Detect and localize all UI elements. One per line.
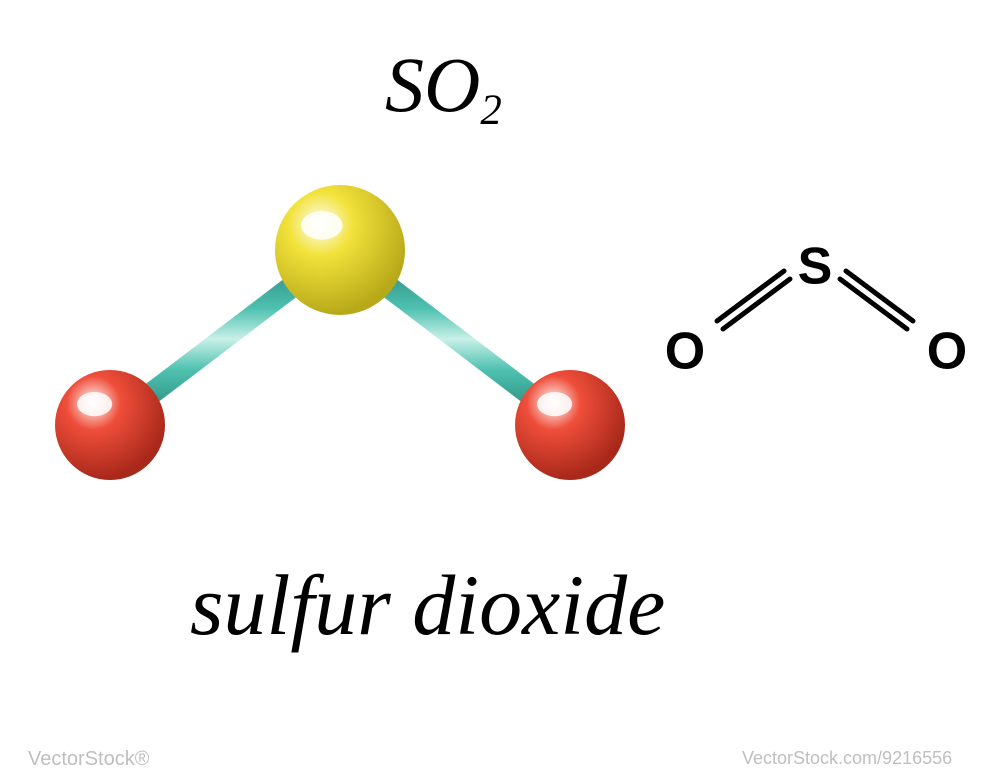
double-bond <box>846 271 913 321</box>
formula-subscript: 2 <box>480 87 501 134</box>
double-bond <box>840 279 907 329</box>
atom-label: O <box>927 323 965 381</box>
atom-o1 <box>55 370 165 480</box>
atom-o2 <box>515 370 625 480</box>
structural-formula: S O O <box>665 235 965 395</box>
atom-label: S <box>798 238 833 296</box>
formula-main: SO <box>385 41 480 128</box>
molecule-name: sulfur dioxide <box>190 555 665 655</box>
double-bond <box>723 279 790 329</box>
molecule-3d-model <box>40 170 640 490</box>
atom-label: O <box>665 323 705 381</box>
atom-s <box>275 185 405 315</box>
double-bond <box>717 271 784 321</box>
watermark-left: VectorStock® <box>28 748 149 771</box>
watermark-right: VectorStock.com/9216556 <box>742 748 952 769</box>
